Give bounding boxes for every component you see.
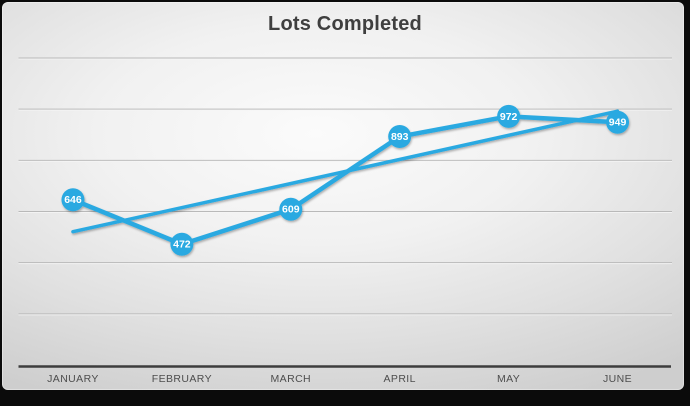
data-point-label: 646 (64, 194, 82, 206)
data-point-marker (497, 104, 521, 128)
data-point-label: 472 (173, 239, 191, 251)
x-axis-label: MARCH (271, 373, 312, 385)
data-point-label: 972 (500, 111, 518, 123)
x-axis-label: JANUARY (47, 373, 99, 385)
data-point-label: 949 (609, 117, 627, 129)
x-axis-label: MAY (497, 373, 520, 385)
slide-background (2, 2, 684, 390)
series-line (70, 114, 620, 247)
data-point-marker (279, 197, 303, 221)
data-point-marker (388, 125, 412, 149)
chart-title: Lots Completed (268, 13, 422, 35)
data-point-marker (606, 110, 630, 134)
series-group: 646 472 609 893 972 949 (61, 104, 630, 256)
x-axis-label: JUNE (603, 373, 632, 385)
data-point-label: 609 (282, 204, 300, 216)
data-point-marker (170, 232, 194, 256)
x-axis-label: FEBRUARY (152, 373, 212, 385)
x-axis-label: APRIL (384, 373, 416, 385)
data-point-label: 893 (391, 131, 409, 143)
data-point-marker (61, 188, 85, 212)
